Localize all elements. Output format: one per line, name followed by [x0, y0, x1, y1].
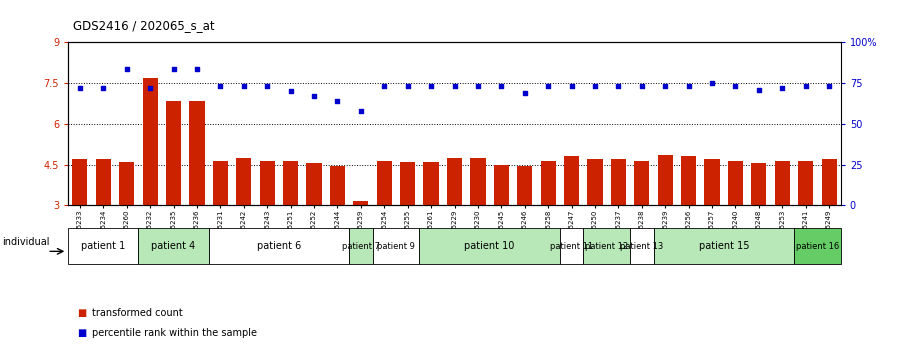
Point — [119, 66, 134, 72]
Bar — [95, 159, 111, 205]
Point — [96, 85, 111, 91]
Bar — [354, 201, 368, 205]
Bar — [470, 158, 485, 205]
Point — [728, 84, 743, 89]
Point — [354, 108, 368, 114]
Bar — [260, 161, 275, 205]
Point — [517, 90, 532, 96]
Bar — [704, 159, 720, 205]
Bar — [189, 101, 205, 205]
Point — [658, 84, 673, 89]
Point — [377, 84, 392, 89]
Point — [564, 84, 579, 89]
Text: patient 1: patient 1 — [81, 241, 125, 251]
Bar — [657, 155, 673, 205]
Point — [775, 85, 790, 91]
Bar — [119, 162, 135, 205]
Point — [447, 84, 462, 89]
Point — [798, 84, 813, 89]
Text: patient 9: patient 9 — [377, 241, 415, 251]
Text: patient 7: patient 7 — [342, 241, 380, 251]
Point — [634, 84, 649, 89]
Point — [213, 84, 227, 89]
Point — [190, 66, 205, 72]
Text: patient 11: patient 11 — [550, 241, 594, 251]
Bar — [306, 163, 322, 205]
Text: patient 4: patient 4 — [152, 241, 195, 251]
Bar — [376, 161, 392, 205]
Bar — [751, 163, 766, 205]
Text: patient 6: patient 6 — [256, 241, 301, 251]
Bar — [143, 78, 158, 205]
Text: patient 10: patient 10 — [464, 241, 514, 251]
Point — [400, 84, 415, 89]
Bar — [774, 161, 790, 205]
Point — [236, 84, 251, 89]
Point — [611, 84, 625, 89]
Bar — [822, 159, 836, 205]
Bar — [73, 159, 87, 205]
Text: patient 12: patient 12 — [585, 241, 628, 251]
Text: ■: ■ — [77, 308, 86, 318]
Point — [306, 93, 321, 99]
Bar — [424, 162, 439, 205]
Bar — [517, 166, 533, 205]
Bar — [447, 158, 462, 205]
Bar — [541, 161, 555, 205]
Text: patient 15: patient 15 — [698, 241, 749, 251]
Bar — [587, 159, 603, 205]
Bar — [236, 158, 252, 205]
Point — [143, 85, 157, 91]
Point — [541, 84, 555, 89]
Point — [588, 84, 603, 89]
Point — [73, 85, 87, 91]
Bar — [213, 161, 228, 205]
Point — [704, 80, 719, 86]
Text: transformed count: transformed count — [92, 308, 183, 318]
Bar — [494, 165, 509, 205]
Bar — [681, 156, 696, 205]
Bar — [283, 161, 298, 205]
Bar — [400, 162, 415, 205]
Bar — [634, 161, 649, 205]
Text: patient 16: patient 16 — [795, 241, 839, 251]
Point — [494, 84, 509, 89]
Bar — [728, 161, 743, 205]
Point — [424, 84, 438, 89]
Point — [682, 84, 696, 89]
Bar — [798, 161, 814, 205]
Point — [752, 87, 766, 92]
Text: GDS2416 / 202065_s_at: GDS2416 / 202065_s_at — [73, 19, 215, 32]
Text: patient 13: patient 13 — [620, 241, 664, 251]
Bar — [166, 101, 181, 205]
Bar — [330, 166, 345, 205]
Point — [260, 84, 275, 89]
Point — [284, 88, 298, 94]
Point — [166, 66, 181, 72]
Point — [822, 84, 836, 89]
Bar — [564, 156, 579, 205]
Text: individual: individual — [2, 238, 49, 247]
Point — [471, 84, 485, 89]
Text: percentile rank within the sample: percentile rank within the sample — [92, 328, 257, 338]
Point — [330, 98, 345, 104]
Text: ■: ■ — [77, 328, 86, 338]
Bar — [611, 159, 626, 205]
